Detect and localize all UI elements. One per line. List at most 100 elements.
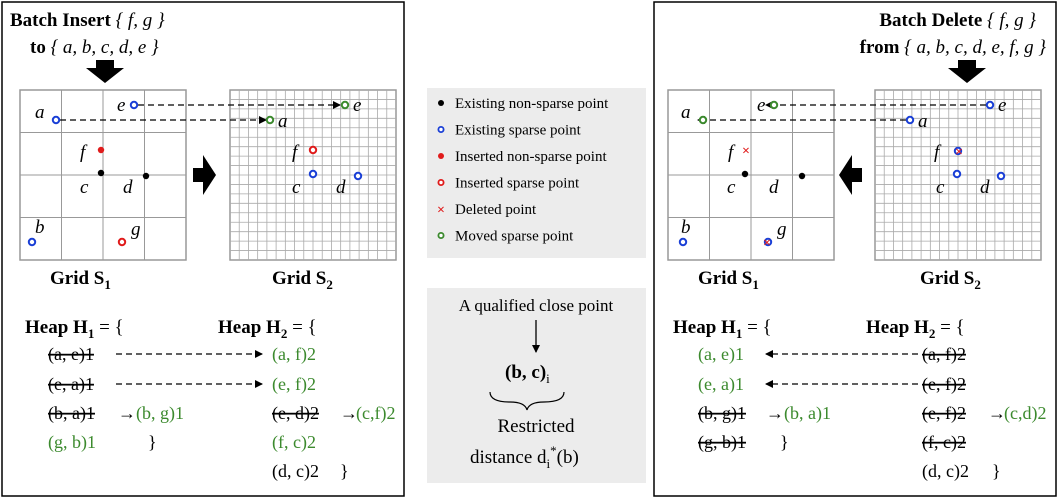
- explain-distance: distance di*(b): [470, 443, 579, 471]
- legend-label: Moved sparse point: [455, 229, 574, 245]
- dot-marker-icon: [438, 100, 444, 106]
- r2-label-f: f: [934, 142, 942, 163]
- deleted-cross-icon: ×: [742, 144, 750, 159]
- point-e: [129, 100, 139, 110]
- r-point-g: [763, 237, 773, 247]
- point-b: [27, 237, 37, 247]
- explain-caption: A qualified close point: [459, 296, 614, 315]
- h1-entry-ba: (b, a)1: [48, 403, 95, 424]
- heap-h2-title: Heap H2 = {: [218, 317, 317, 341]
- deleted-cross-icon: ×: [955, 145, 963, 160]
- r-h1-close-brace: }: [780, 432, 789, 452]
- r-h2-entry-cd: (c,d)2: [1004, 403, 1046, 424]
- r2-point-a: [905, 115, 915, 125]
- r-heap-h1-entries: (a, e)1 (e, a)1 (b, g)1 → (b, a)1 (g, b)…: [698, 344, 831, 453]
- r-point-c: [741, 170, 749, 178]
- legend-box: [427, 88, 646, 258]
- r-h1-entry-ae: (a, e)1: [698, 344, 744, 365]
- right-arrow-icon: [193, 155, 216, 195]
- s2-point-e: [340, 100, 350, 110]
- brace-icon: [489, 391, 565, 411]
- label-a: a: [35, 102, 45, 123]
- legend-item: Inserted sparse point: [437, 176, 580, 192]
- heap-h1-title: Heap H1 = {: [25, 317, 124, 341]
- legend-label: Existing sparse point: [455, 123, 582, 139]
- s2-label-a: a: [278, 111, 288, 132]
- explanation-box: A qualified close point (b, c)i Restrict…: [427, 288, 646, 483]
- label-c: c: [80, 177, 89, 198]
- right-panel-frame: [653, 1, 1057, 497]
- r-label-g: g: [777, 219, 787, 240]
- r2-label-a: a: [918, 111, 928, 132]
- legend-label: Inserted non-sparse point: [455, 149, 607, 165]
- r-grid-s1-label: Grid S1: [698, 268, 759, 292]
- r-h2-entry-ef2: (e, f)2: [922, 403, 966, 424]
- r2-point-e: [985, 100, 995, 110]
- legend-label: Deleted point: [455, 202, 537, 218]
- r2-label-e: e: [998, 95, 1006, 116]
- h2-entry-fc: (f, c)2: [272, 432, 316, 453]
- batch-insert-panel: Batch Insert { f, g } to { a, b, c, d, e…: [1, 1, 405, 497]
- s2-point-c: [308, 169, 318, 179]
- h2-close-brace: }: [340, 461, 349, 481]
- label-g: g: [131, 219, 141, 240]
- legend-label: Inserted sparse point: [455, 176, 580, 192]
- grid-s1-label: Grid S1: [50, 268, 111, 292]
- left-arrow-icon: [839, 155, 862, 195]
- arrow-glyph: →: [340, 403, 358, 423]
- r-point-a: [698, 115, 708, 125]
- down-arrow-icon: [948, 60, 986, 83]
- s2-point-f: [308, 145, 318, 155]
- batch-delete-panel: Batch Delete { f, g } from { a, b, c, d,…: [653, 1, 1057, 497]
- r-heap-h2-title: Heap H2 = {: [866, 317, 965, 341]
- r-label-f: f: [728, 142, 736, 163]
- legend-item: × Deleted point: [437, 202, 537, 218]
- label-e: e: [117, 95, 125, 116]
- ring-marker-icon: [437, 126, 445, 134]
- legend-item: Existing non-sparse point: [438, 96, 609, 112]
- r2-point-d: [996, 171, 1006, 181]
- r-point-d: [798, 172, 806, 180]
- legend: Existing non-sparse point Existing sparse…: [427, 88, 646, 258]
- r-label-b: b: [681, 217, 691, 238]
- cross-marker-icon: ×: [437, 203, 445, 218]
- arrow-glyph: →: [118, 403, 136, 423]
- s2-point-d: [353, 171, 363, 181]
- legend-item: Existing sparse point: [437, 123, 582, 139]
- ring-marker-icon: [437, 231, 445, 239]
- delete-subtitle: from { a, b, c, d, e, f, g }: [860, 37, 1047, 58]
- r-label-d: d: [769, 177, 779, 198]
- arrow-glyph: →: [766, 403, 784, 423]
- dot-marker-icon: [438, 153, 444, 159]
- grid-s2-insert: [229, 89, 397, 261]
- deleted-cross-icon: ×: [763, 236, 771, 251]
- r2-label-c: c: [936, 177, 945, 198]
- grid-s2-delete: [874, 89, 1042, 261]
- h2-entry-af: (a, f)2: [272, 344, 316, 365]
- explain-pair: (b, c)i: [505, 362, 550, 386]
- legend-item: Inserted non-sparse point: [438, 149, 607, 165]
- legend-item: Moved sparse point: [437, 229, 574, 245]
- h2-entry-ed: (e, d)2: [272, 403, 319, 424]
- label-b: b: [35, 217, 45, 238]
- s2-label-d: d: [336, 177, 346, 198]
- grid-s2-label: Grid S2: [272, 268, 333, 292]
- r-h2-entry-fc: (f, c)2: [922, 432, 966, 453]
- r-point-b: [678, 237, 688, 247]
- insert-subtitle: to { a, b, c, d, e }: [30, 37, 159, 58]
- label-f: f: [80, 142, 88, 163]
- r-label-c: c: [727, 177, 736, 198]
- point-d: [142, 172, 150, 180]
- point-g: [117, 237, 127, 247]
- point-f: [97, 146, 105, 154]
- insert-title: Batch Insert { f, g }: [10, 10, 165, 31]
- r-h1-entry-gb: (g, b)1: [698, 432, 746, 453]
- h1-entry-ae: (a, e)1: [48, 344, 94, 365]
- r-h2-close-brace: }: [992, 461, 1001, 481]
- s2-point-a: [265, 115, 275, 125]
- r-h2-entry-ef: (e, f)2: [922, 374, 966, 395]
- explain-restricted: Restricted: [497, 416, 575, 437]
- r-h1-entry-ba: (b, a)1: [784, 403, 831, 424]
- ring-marker-icon: [437, 178, 445, 186]
